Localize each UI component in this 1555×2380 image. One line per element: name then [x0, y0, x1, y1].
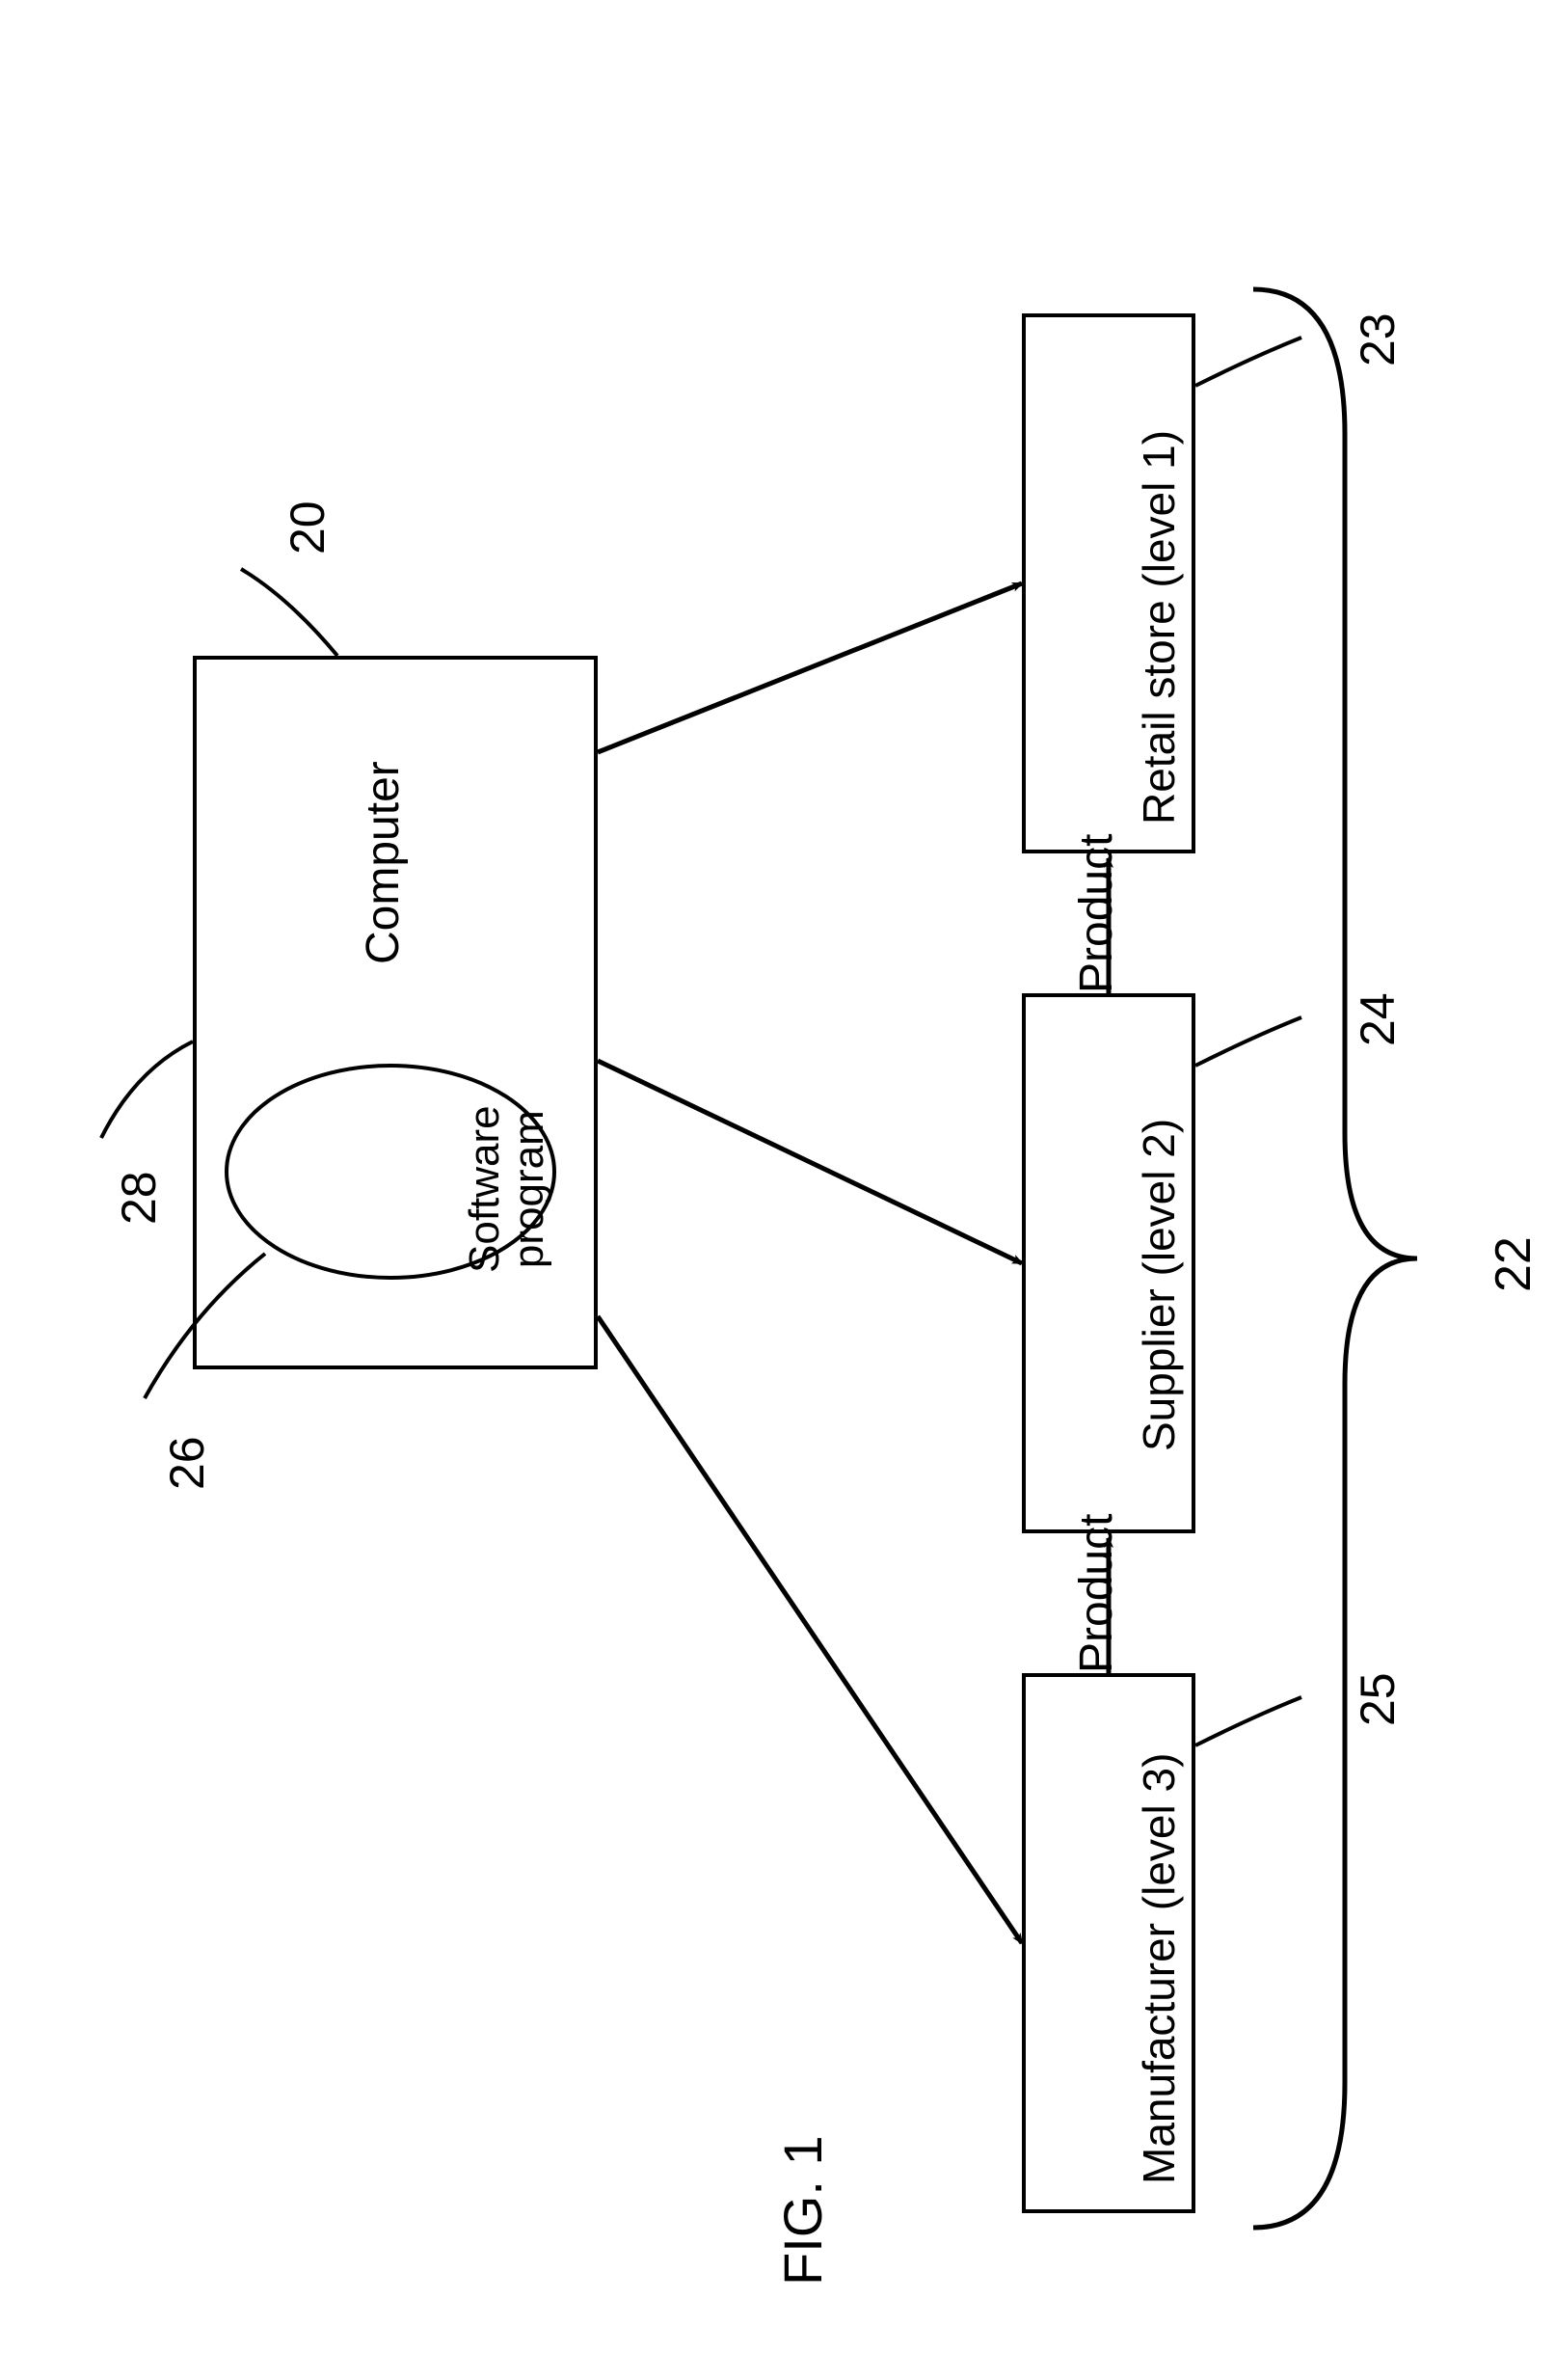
ref-20: 20 — [280, 500, 335, 554]
software-label: Software program — [463, 1105, 551, 1273]
product-label-1: Product — [1070, 834, 1123, 993]
group-brace — [1253, 289, 1417, 2228]
software-label-line2: program — [505, 1110, 552, 1268]
ref-leader-23 — [1195, 338, 1301, 386]
ref-leader-25 — [1195, 1697, 1301, 1745]
manufacturer-label: Manufacturer (level 3) — [1133, 1753, 1185, 2184]
arrow-computer-to-manufacturer — [598, 1316, 1022, 1943]
ref-leader-26 — [145, 1254, 265, 1398]
ref-28: 28 — [111, 1171, 167, 1225]
arrow-computer-to-supplier — [598, 1061, 1022, 1263]
ref-leader-24 — [1195, 1017, 1301, 1066]
arrow-computer-to-retail — [598, 583, 1022, 752]
ref-25: 25 — [1350, 1672, 1406, 1726]
ref-22: 22 — [1485, 1236, 1542, 1292]
ref-leader-28 — [101, 1041, 193, 1138]
diagram-svg — [0, 0, 1555, 2380]
retail-label: Retail store (level 1) — [1133, 430, 1185, 825]
figure-caption: FIG. 1 — [771, 2135, 834, 2285]
supplier-label: Supplier (level 2) — [1133, 1119, 1185, 1451]
ref-24: 24 — [1350, 992, 1406, 1046]
ref-23: 23 — [1350, 312, 1406, 366]
product-label-2: Product — [1070, 1514, 1123, 1673]
ref-26: 26 — [159, 1436, 215, 1490]
figure-canvas: Computer Software program — [0, 0, 1555, 2380]
ref-leader-20 — [241, 569, 337, 656]
software-label-line1: Software — [461, 1105, 508, 1273]
